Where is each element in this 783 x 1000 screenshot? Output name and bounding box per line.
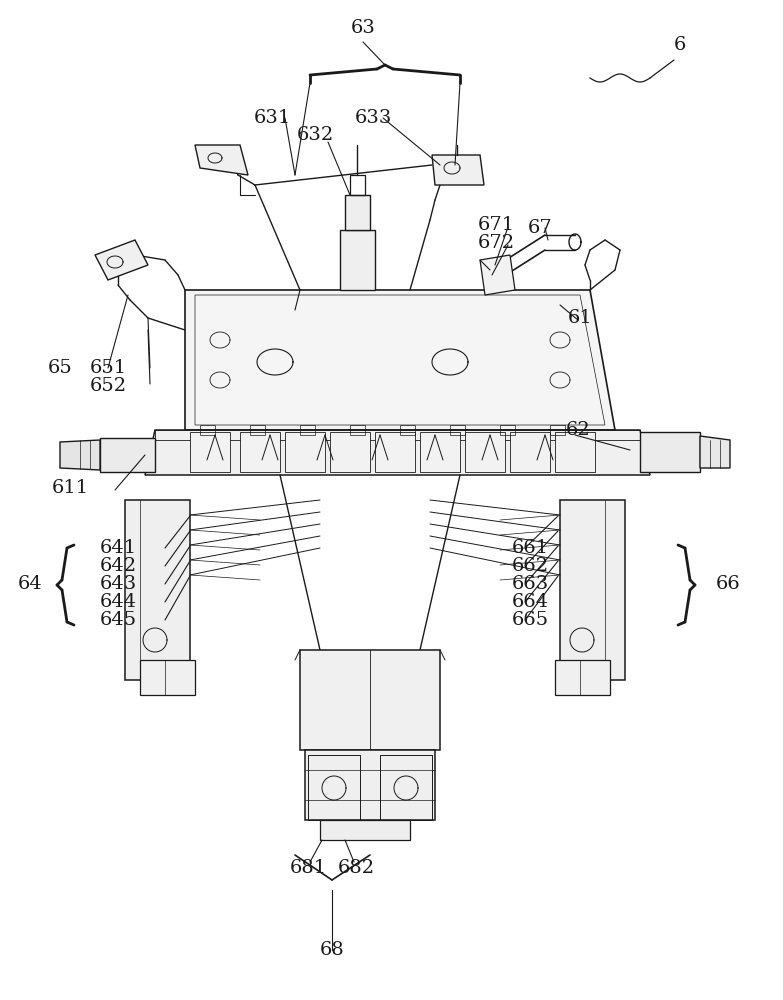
Polygon shape [345,195,370,230]
Text: 633: 633 [355,109,392,127]
Text: 65: 65 [48,359,72,377]
Polygon shape [465,432,505,472]
Text: 611: 611 [52,479,88,497]
Text: 641: 641 [99,539,136,557]
Polygon shape [555,660,610,695]
Polygon shape [100,438,155,472]
Text: 68: 68 [319,941,345,959]
Text: 61: 61 [568,309,593,327]
Polygon shape [185,290,615,430]
Text: 66: 66 [716,575,741,593]
Polygon shape [300,650,440,750]
Text: 681: 681 [290,859,327,877]
Polygon shape [420,432,460,472]
Text: 665: 665 [511,611,549,629]
Text: 661: 661 [511,539,549,557]
Text: 62: 62 [565,421,590,439]
Polygon shape [340,230,375,290]
Text: 662: 662 [511,557,549,575]
Text: 631: 631 [254,109,290,127]
Polygon shape [240,432,280,472]
Text: 645: 645 [99,611,136,629]
Text: 663: 663 [511,575,549,593]
Text: 63: 63 [351,19,375,37]
Polygon shape [125,500,190,680]
Text: 643: 643 [99,575,136,593]
Polygon shape [432,155,484,185]
Text: 682: 682 [337,859,374,877]
Text: 632: 632 [297,126,334,144]
Text: 642: 642 [99,557,136,575]
Polygon shape [375,432,415,472]
Text: 6: 6 [674,36,686,54]
Polygon shape [480,255,515,295]
Polygon shape [195,145,248,175]
Polygon shape [560,500,625,680]
Text: 671: 671 [478,216,514,234]
Polygon shape [190,432,230,472]
Polygon shape [555,432,595,472]
Text: 64: 64 [18,575,42,593]
Polygon shape [640,432,700,472]
Polygon shape [140,660,195,695]
Polygon shape [285,432,325,472]
Polygon shape [320,820,410,840]
Text: 652: 652 [89,377,127,395]
Polygon shape [95,240,148,280]
Polygon shape [305,750,435,820]
Polygon shape [330,432,370,472]
Polygon shape [700,436,730,468]
Text: 664: 664 [511,593,549,611]
Polygon shape [510,432,550,472]
Text: 67: 67 [528,219,552,237]
Polygon shape [60,440,100,470]
Text: 651: 651 [89,359,127,377]
Polygon shape [145,430,650,475]
Text: 672: 672 [478,234,514,252]
Text: 644: 644 [99,593,136,611]
